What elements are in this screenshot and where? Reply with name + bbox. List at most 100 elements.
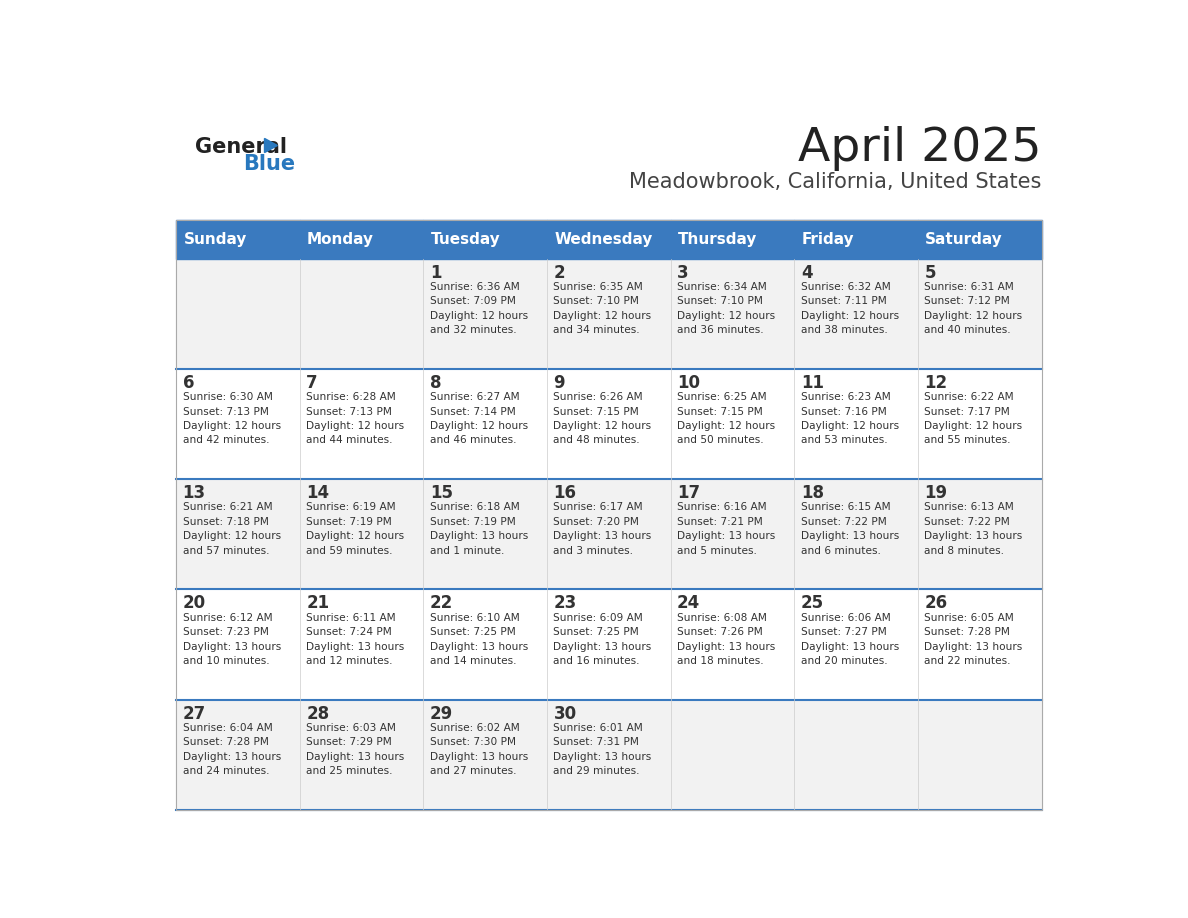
Text: Sunrise: 6:18 AM
Sunset: 7:19 PM
Daylight: 13 hours
and 1 minute.: Sunrise: 6:18 AM Sunset: 7:19 PM Dayligh… <box>430 502 529 555</box>
Text: 25: 25 <box>801 594 823 612</box>
Text: 17: 17 <box>677 484 700 502</box>
Bar <box>299 700 423 810</box>
Bar <box>546 259 671 369</box>
Bar <box>918 479 1042 589</box>
Bar <box>918 369 1042 479</box>
Text: Sunrise: 6:22 AM
Sunset: 7:17 PM
Daylight: 12 hours
and 55 minutes.: Sunrise: 6:22 AM Sunset: 7:17 PM Dayligh… <box>924 392 1023 445</box>
Text: 16: 16 <box>554 484 576 502</box>
Text: 29: 29 <box>430 705 453 722</box>
Text: 19: 19 <box>924 484 948 502</box>
Text: 7: 7 <box>307 374 318 392</box>
Bar <box>546 589 671 700</box>
Bar <box>671 700 795 810</box>
Bar <box>176 259 299 369</box>
Text: Saturday: Saturday <box>925 231 1003 247</box>
Text: April 2025: April 2025 <box>798 126 1042 171</box>
Text: Sunrise: 6:08 AM
Sunset: 7:26 PM
Daylight: 13 hours
and 18 minutes.: Sunrise: 6:08 AM Sunset: 7:26 PM Dayligh… <box>677 612 776 666</box>
Bar <box>546 700 671 810</box>
Bar <box>795 259 918 369</box>
Bar <box>176 479 299 589</box>
Text: Sunrise: 6:23 AM
Sunset: 7:16 PM
Daylight: 12 hours
and 53 minutes.: Sunrise: 6:23 AM Sunset: 7:16 PM Dayligh… <box>801 392 899 445</box>
Text: 5: 5 <box>924 263 936 282</box>
Text: Tuesday: Tuesday <box>431 231 500 247</box>
Text: 3: 3 <box>677 263 689 282</box>
Text: Sunrise: 6:01 AM
Sunset: 7:31 PM
Daylight: 13 hours
and 29 minutes.: Sunrise: 6:01 AM Sunset: 7:31 PM Dayligh… <box>554 723 652 777</box>
Bar <box>795 700 918 810</box>
Text: 11: 11 <box>801 374 823 392</box>
Bar <box>176 369 299 479</box>
Text: 14: 14 <box>307 484 329 502</box>
Bar <box>176 219 1042 810</box>
Bar <box>176 219 299 259</box>
Bar <box>423 700 546 810</box>
Text: Sunrise: 6:36 AM
Sunset: 7:09 PM
Daylight: 12 hours
and 32 minutes.: Sunrise: 6:36 AM Sunset: 7:09 PM Dayligh… <box>430 282 527 335</box>
Text: 9: 9 <box>554 374 565 392</box>
Bar <box>423 479 546 589</box>
Bar <box>299 259 423 369</box>
Bar <box>546 219 671 259</box>
Text: Sunrise: 6:05 AM
Sunset: 7:28 PM
Daylight: 13 hours
and 22 minutes.: Sunrise: 6:05 AM Sunset: 7:28 PM Dayligh… <box>924 612 1023 666</box>
Text: Wednesday: Wednesday <box>555 231 652 247</box>
Text: 20: 20 <box>183 594 206 612</box>
Text: 30: 30 <box>554 705 576 722</box>
Bar <box>299 219 423 259</box>
Text: Friday: Friday <box>802 231 854 247</box>
Text: 1: 1 <box>430 263 441 282</box>
Text: 28: 28 <box>307 705 329 722</box>
Text: 4: 4 <box>801 263 813 282</box>
Text: Sunrise: 6:03 AM
Sunset: 7:29 PM
Daylight: 13 hours
and 25 minutes.: Sunrise: 6:03 AM Sunset: 7:29 PM Dayligh… <box>307 723 404 777</box>
Text: 13: 13 <box>183 484 206 502</box>
Text: 23: 23 <box>554 594 576 612</box>
Text: Sunrise: 6:02 AM
Sunset: 7:30 PM
Daylight: 13 hours
and 27 minutes.: Sunrise: 6:02 AM Sunset: 7:30 PM Dayligh… <box>430 723 529 777</box>
Text: 12: 12 <box>924 374 948 392</box>
Text: 10: 10 <box>677 374 700 392</box>
Bar <box>423 589 546 700</box>
Bar <box>671 589 795 700</box>
Text: 22: 22 <box>430 594 453 612</box>
Text: 18: 18 <box>801 484 823 502</box>
Bar <box>546 369 671 479</box>
Text: 2: 2 <box>554 263 565 282</box>
Bar <box>918 259 1042 369</box>
Text: Sunrise: 6:26 AM
Sunset: 7:15 PM
Daylight: 12 hours
and 48 minutes.: Sunrise: 6:26 AM Sunset: 7:15 PM Dayligh… <box>554 392 651 445</box>
Text: Thursday: Thursday <box>678 231 758 247</box>
Bar <box>918 219 1042 259</box>
Polygon shape <box>265 139 278 152</box>
Text: Sunrise: 6:10 AM
Sunset: 7:25 PM
Daylight: 13 hours
and 14 minutes.: Sunrise: 6:10 AM Sunset: 7:25 PM Dayligh… <box>430 612 529 666</box>
Text: Sunrise: 6:17 AM
Sunset: 7:20 PM
Daylight: 13 hours
and 3 minutes.: Sunrise: 6:17 AM Sunset: 7:20 PM Dayligh… <box>554 502 652 555</box>
Bar <box>546 479 671 589</box>
Bar <box>671 259 795 369</box>
Bar <box>299 479 423 589</box>
Bar <box>299 369 423 479</box>
Text: Sunrise: 6:34 AM
Sunset: 7:10 PM
Daylight: 12 hours
and 36 minutes.: Sunrise: 6:34 AM Sunset: 7:10 PM Dayligh… <box>677 282 776 335</box>
Text: Sunrise: 6:21 AM
Sunset: 7:18 PM
Daylight: 12 hours
and 57 minutes.: Sunrise: 6:21 AM Sunset: 7:18 PM Dayligh… <box>183 502 280 555</box>
Text: Sunrise: 6:31 AM
Sunset: 7:12 PM
Daylight: 12 hours
and 40 minutes.: Sunrise: 6:31 AM Sunset: 7:12 PM Dayligh… <box>924 282 1023 335</box>
Text: Sunrise: 6:35 AM
Sunset: 7:10 PM
Daylight: 12 hours
and 34 minutes.: Sunrise: 6:35 AM Sunset: 7:10 PM Dayligh… <box>554 282 651 335</box>
Text: 24: 24 <box>677 594 701 612</box>
Text: Sunrise: 6:11 AM
Sunset: 7:24 PM
Daylight: 13 hours
and 12 minutes.: Sunrise: 6:11 AM Sunset: 7:24 PM Dayligh… <box>307 612 404 666</box>
Text: Sunrise: 6:19 AM
Sunset: 7:19 PM
Daylight: 12 hours
and 59 minutes.: Sunrise: 6:19 AM Sunset: 7:19 PM Dayligh… <box>307 502 404 555</box>
Text: Sunrise: 6:15 AM
Sunset: 7:22 PM
Daylight: 13 hours
and 6 minutes.: Sunrise: 6:15 AM Sunset: 7:22 PM Dayligh… <box>801 502 899 555</box>
Text: Sunrise: 6:09 AM
Sunset: 7:25 PM
Daylight: 13 hours
and 16 minutes.: Sunrise: 6:09 AM Sunset: 7:25 PM Dayligh… <box>554 612 652 666</box>
Text: Blue: Blue <box>244 154 296 174</box>
Bar <box>423 259 546 369</box>
Bar <box>918 589 1042 700</box>
Text: Sunrise: 6:27 AM
Sunset: 7:14 PM
Daylight: 12 hours
and 46 minutes.: Sunrise: 6:27 AM Sunset: 7:14 PM Dayligh… <box>430 392 527 445</box>
Text: Meadowbrook, California, United States: Meadowbrook, California, United States <box>630 173 1042 193</box>
Text: 8: 8 <box>430 374 441 392</box>
Text: Sunrise: 6:30 AM
Sunset: 7:13 PM
Daylight: 12 hours
and 42 minutes.: Sunrise: 6:30 AM Sunset: 7:13 PM Dayligh… <box>183 392 280 445</box>
Bar <box>918 700 1042 810</box>
Text: 15: 15 <box>430 484 453 502</box>
Text: Sunrise: 6:28 AM
Sunset: 7:13 PM
Daylight: 12 hours
and 44 minutes.: Sunrise: 6:28 AM Sunset: 7:13 PM Dayligh… <box>307 392 404 445</box>
Text: Sunrise: 6:32 AM
Sunset: 7:11 PM
Daylight: 12 hours
and 38 minutes.: Sunrise: 6:32 AM Sunset: 7:11 PM Dayligh… <box>801 282 899 335</box>
Text: Sunrise: 6:16 AM
Sunset: 7:21 PM
Daylight: 13 hours
and 5 minutes.: Sunrise: 6:16 AM Sunset: 7:21 PM Dayligh… <box>677 502 776 555</box>
Bar <box>795 219 918 259</box>
Text: General: General <box>195 137 286 157</box>
Bar <box>671 479 795 589</box>
Text: Sunday: Sunday <box>183 231 247 247</box>
Text: Sunrise: 6:12 AM
Sunset: 7:23 PM
Daylight: 13 hours
and 10 minutes.: Sunrise: 6:12 AM Sunset: 7:23 PM Dayligh… <box>183 612 280 666</box>
Text: Sunrise: 6:25 AM
Sunset: 7:15 PM
Daylight: 12 hours
and 50 minutes.: Sunrise: 6:25 AM Sunset: 7:15 PM Dayligh… <box>677 392 776 445</box>
Bar <box>795 369 918 479</box>
Bar <box>423 369 546 479</box>
Text: Sunrise: 6:04 AM
Sunset: 7:28 PM
Daylight: 13 hours
and 24 minutes.: Sunrise: 6:04 AM Sunset: 7:28 PM Dayligh… <box>183 723 280 777</box>
